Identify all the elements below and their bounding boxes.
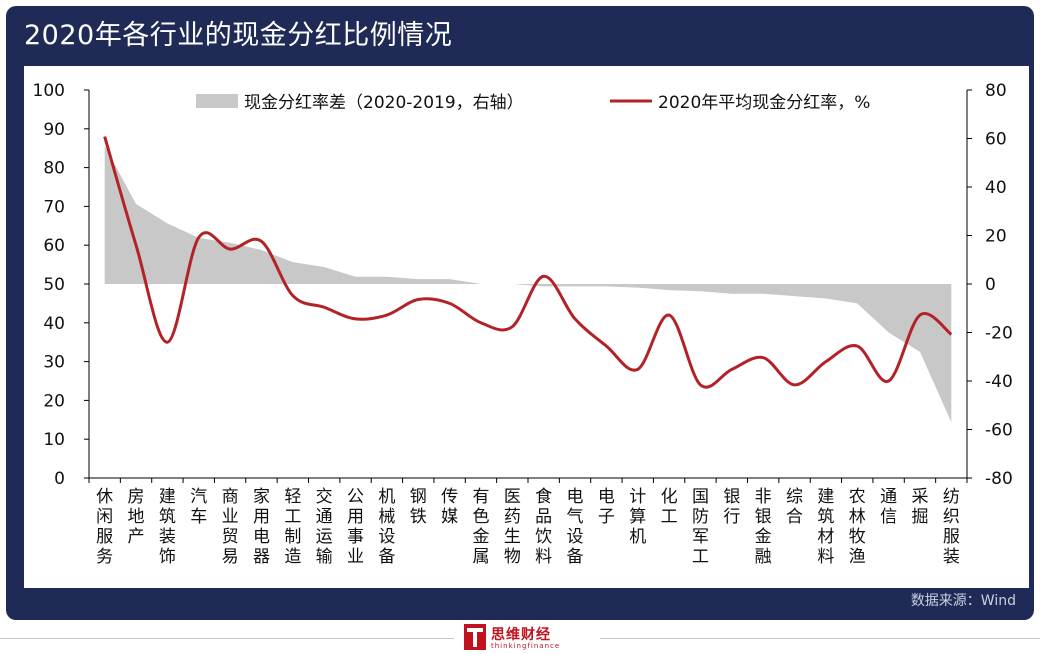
left-tick-label: 30 — [43, 353, 65, 373]
category-label: 公用事业 — [347, 487, 364, 567]
left-tick-label: 80 — [43, 159, 65, 179]
right-tick-label: 60 — [985, 130, 1007, 150]
right-tick-label: -80 — [985, 469, 1013, 489]
legend-area-swatch — [196, 94, 238, 108]
left-tick-label: 100 — [33, 81, 65, 101]
plot-area: 0 10 20 30 40 50 60 70 80 90 100 -80 -60 -40 -20 0 20 40 6… — [24, 66, 1029, 588]
brand-name: 思维财经 — [491, 627, 551, 643]
left-tick-label: 40 — [43, 314, 65, 334]
category-label: 建筑装饰 — [159, 487, 176, 567]
source-note: 数据来源：Wind — [910, 593, 1016, 609]
category-label: 有色金属 — [472, 487, 489, 567]
category-label: 轻工制造 — [284, 487, 301, 567]
category-label: 传媒 — [441, 487, 458, 527]
brand-logo: 思维财经 thinkingfinance — [464, 624, 590, 654]
category-label: 电气设备 — [567, 487, 584, 567]
left-tick-label: 90 — [43, 120, 65, 140]
right-tick-label: -60 — [985, 421, 1013, 441]
right-tick-label: -20 — [985, 324, 1013, 344]
category-label: 商业贸易 — [222, 487, 239, 567]
area-series — [104, 145, 952, 423]
category-label: 汽车 — [190, 487, 207, 527]
left-tick-label: 50 — [43, 275, 65, 295]
chart-card: 2020年各行业的现金分红比例情况 0 10 20 30 40 50 60 70 80 90 100… — [6, 6, 1034, 620]
brand-subtitle: thinkingfinance — [491, 642, 561, 650]
category-label: 化工 — [661, 487, 678, 527]
category-label: 食品饮料 — [535, 487, 552, 567]
left-tick-label: 70 — [43, 197, 65, 217]
category-label: 银行 — [723, 487, 740, 527]
category-label: 休闲服务 — [96, 487, 113, 567]
brand-t-icon — [464, 624, 486, 650]
right-tick-label: 20 — [985, 227, 1007, 247]
right-tick-label: 40 — [985, 178, 1007, 198]
category-label: 房地产 — [128, 487, 145, 547]
category-label: 钢铁 — [410, 487, 427, 527]
left-tick-label: 20 — [43, 391, 65, 411]
category-label: 机械设备 — [378, 487, 395, 567]
category-label: 国防军工 — [692, 487, 709, 567]
category-label: 医药生物 — [504, 487, 521, 567]
category-label: 非银金融 — [755, 487, 772, 567]
legend-line-label: 2020年平均现金分红率，% — [658, 93, 870, 113]
category-label: 交通运输 — [316, 487, 333, 567]
category-label: 通信 — [880, 487, 897, 527]
left-tick-label: 10 — [43, 430, 65, 450]
footer-divider-right — [600, 638, 1040, 639]
left-tick-label: 60 — [43, 236, 65, 256]
right-tick-label: -40 — [985, 372, 1013, 392]
line-series — [103, 136, 953, 389]
category-label: 综合 — [786, 487, 803, 527]
legend-area-label: 现金分红率差（2020-2019，右轴） — [244, 93, 524, 113]
category-label: 电子 — [598, 487, 615, 527]
footer-divider-left — [0, 638, 454, 639]
category-label: 农林牧渔 — [849, 487, 866, 567]
chart-svg: 0 10 20 30 40 50 60 70 80 90 100 -80 -60 -40 -20 0 20 40 6… — [33, 81, 1013, 567]
category-label: 建筑材料 — [817, 487, 834, 567]
right-tick-label: 0 — [985, 275, 996, 295]
chart-title: 2020年各行业的现金分红比例情况 — [24, 20, 453, 51]
category-label: 纺织服装 — [943, 487, 960, 567]
category-label: 采掘 — [911, 487, 928, 527]
category-label: 家用电器 — [253, 487, 270, 567]
left-tick-label: 0 — [54, 469, 65, 489]
category-label: 计算机 — [629, 487, 646, 547]
right-tick-label: 80 — [985, 81, 1007, 101]
